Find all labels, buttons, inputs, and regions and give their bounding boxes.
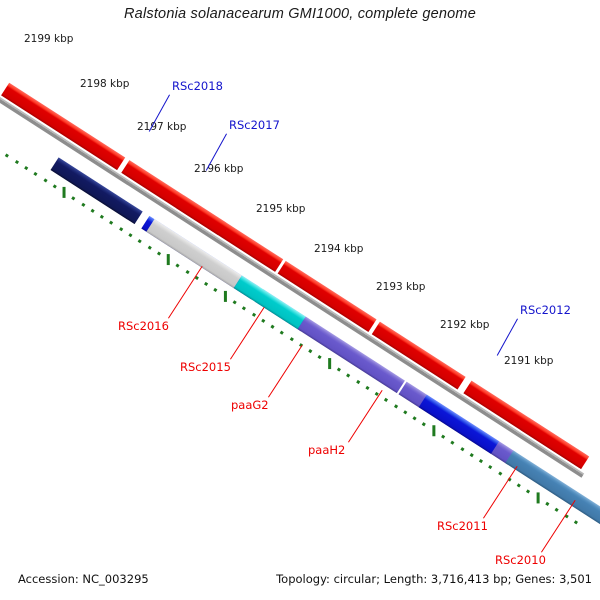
ruler-tick-label: 2198 kbp xyxy=(80,78,130,90)
ruler-minor-tick xyxy=(260,318,266,323)
ruler-minor-tick xyxy=(109,220,114,226)
ruler-minor-tick xyxy=(497,471,502,476)
ruler-major-tick xyxy=(327,357,331,369)
ruler-minor-tick xyxy=(365,385,370,390)
ruler-minor-tick xyxy=(289,336,294,342)
gene-name-label[interactable]: RSc2018 xyxy=(172,79,223,93)
ruler-minor-tick xyxy=(128,233,133,238)
ruler-major-tick xyxy=(536,492,540,504)
ruler-minor-tick xyxy=(403,410,408,415)
gene-block[interactable] xyxy=(505,450,600,531)
gene-label-leader-line xyxy=(496,318,518,356)
ruler-tick-label: 2199 kbp xyxy=(24,33,74,45)
gene-block-face xyxy=(1,82,126,171)
ruler-minor-tick xyxy=(516,483,521,488)
ruler-tick-label: 2193 kbp xyxy=(376,281,426,293)
ruler-minor-tick xyxy=(71,196,76,201)
ruler-minor-tick xyxy=(459,446,465,451)
ruler-minor-tick xyxy=(469,452,474,458)
gene-label-leader-line xyxy=(268,345,303,398)
ruler-minor-tick xyxy=(336,367,341,372)
ruler-minor-tick xyxy=(80,202,86,207)
ruler-minor-tick xyxy=(412,416,417,421)
gene-name-label[interactable]: RSc2015 xyxy=(180,360,231,374)
ruler-minor-tick xyxy=(279,330,285,335)
ruler-minor-tick xyxy=(33,172,38,177)
ruler-minor-tick xyxy=(440,434,446,439)
ruler-minor-tick xyxy=(185,269,190,274)
topology-text: Topology: circular; Length: 3,716,413 bp… xyxy=(276,572,592,586)
ruler-minor-tick xyxy=(422,422,427,427)
page-title: Ralstonia solanacearum GMI1000, complete… xyxy=(124,6,476,22)
gene-name-label[interactable]: RSc2010 xyxy=(495,553,546,567)
gene-label-leader-line xyxy=(230,307,265,360)
ruler-minor-tick xyxy=(156,251,161,256)
ruler-minor-tick xyxy=(43,178,48,183)
genome-backbone xyxy=(0,97,585,478)
ruler-minor-tick xyxy=(317,355,322,360)
ruler-minor-tick xyxy=(90,208,95,213)
ruler-minor-tick xyxy=(175,263,180,268)
genome-axis-plane xyxy=(0,82,600,531)
ruler-major-tick xyxy=(432,425,436,437)
ruler-minor-tick xyxy=(450,440,455,445)
ruler-tick-label: 2191 kbp xyxy=(504,355,554,367)
ruler-minor-tick xyxy=(251,312,256,317)
ruler-minor-tick xyxy=(24,165,29,171)
ruler-minor-tick xyxy=(526,489,531,494)
ruler-minor-tick xyxy=(204,281,209,287)
ruler-minor-tick xyxy=(213,288,218,293)
ruler-minor-tick xyxy=(232,300,237,305)
gene-name-label[interactable]: RSc2011 xyxy=(437,519,488,533)
ruler-minor-tick xyxy=(5,153,10,158)
status-bar: Accession: NC_003295 Topology: circular;… xyxy=(0,572,600,592)
ruler-tick-label: 2195 kbp xyxy=(256,203,306,215)
ruler-minor-tick xyxy=(478,459,484,464)
ruler-minor-tick xyxy=(545,501,550,506)
gene-name-label[interactable]: RSc2012 xyxy=(520,303,571,317)
gene-block-face xyxy=(505,450,600,531)
ruler-major-tick xyxy=(62,186,66,198)
ruler-tick-label: 2192 kbp xyxy=(440,319,490,331)
gene-name-label[interactable]: RSc2017 xyxy=(229,118,280,132)
ruler-minor-tick xyxy=(99,214,105,219)
ruler-tick-label: 2194 kbp xyxy=(314,243,364,255)
ruler-minor-tick xyxy=(393,404,398,409)
ruler-minor-tick xyxy=(118,226,123,232)
ruler-minor-tick xyxy=(488,465,493,470)
ruler-minor-tick xyxy=(52,184,57,189)
gene-name-label[interactable]: paaG2 xyxy=(231,398,269,412)
ruler-tick-label: 2197 kbp xyxy=(137,121,187,133)
ruler-tick-label: 2196 kbp xyxy=(194,163,244,175)
ruler-minor-tick xyxy=(355,379,360,384)
ruler-major-tick xyxy=(223,290,227,302)
ruler-minor-tick xyxy=(137,239,142,244)
gene-label-leader-line xyxy=(168,266,203,319)
ruler-minor-tick xyxy=(384,397,389,403)
ruler-minor-tick xyxy=(14,159,19,164)
ruler-minor-tick xyxy=(346,373,351,378)
gene-name-label[interactable]: RSc2016 xyxy=(118,319,169,333)
gene-label-leader-line xyxy=(348,390,383,443)
ruler-minor-tick xyxy=(270,324,275,329)
accession-text: Accession: NC_003295 xyxy=(18,572,149,586)
ruler-minor-tick xyxy=(241,306,247,311)
gene-name-label[interactable]: paaH2 xyxy=(308,443,346,457)
ruler-major-tick xyxy=(166,254,170,266)
ruler-minor-tick xyxy=(573,520,578,525)
ruler-minor-tick xyxy=(554,507,559,513)
ruler-minor-tick xyxy=(147,245,152,250)
gene-block[interactable] xyxy=(1,82,126,171)
ruler-minor-tick xyxy=(308,349,313,354)
gene-label-leader-line xyxy=(541,500,576,553)
